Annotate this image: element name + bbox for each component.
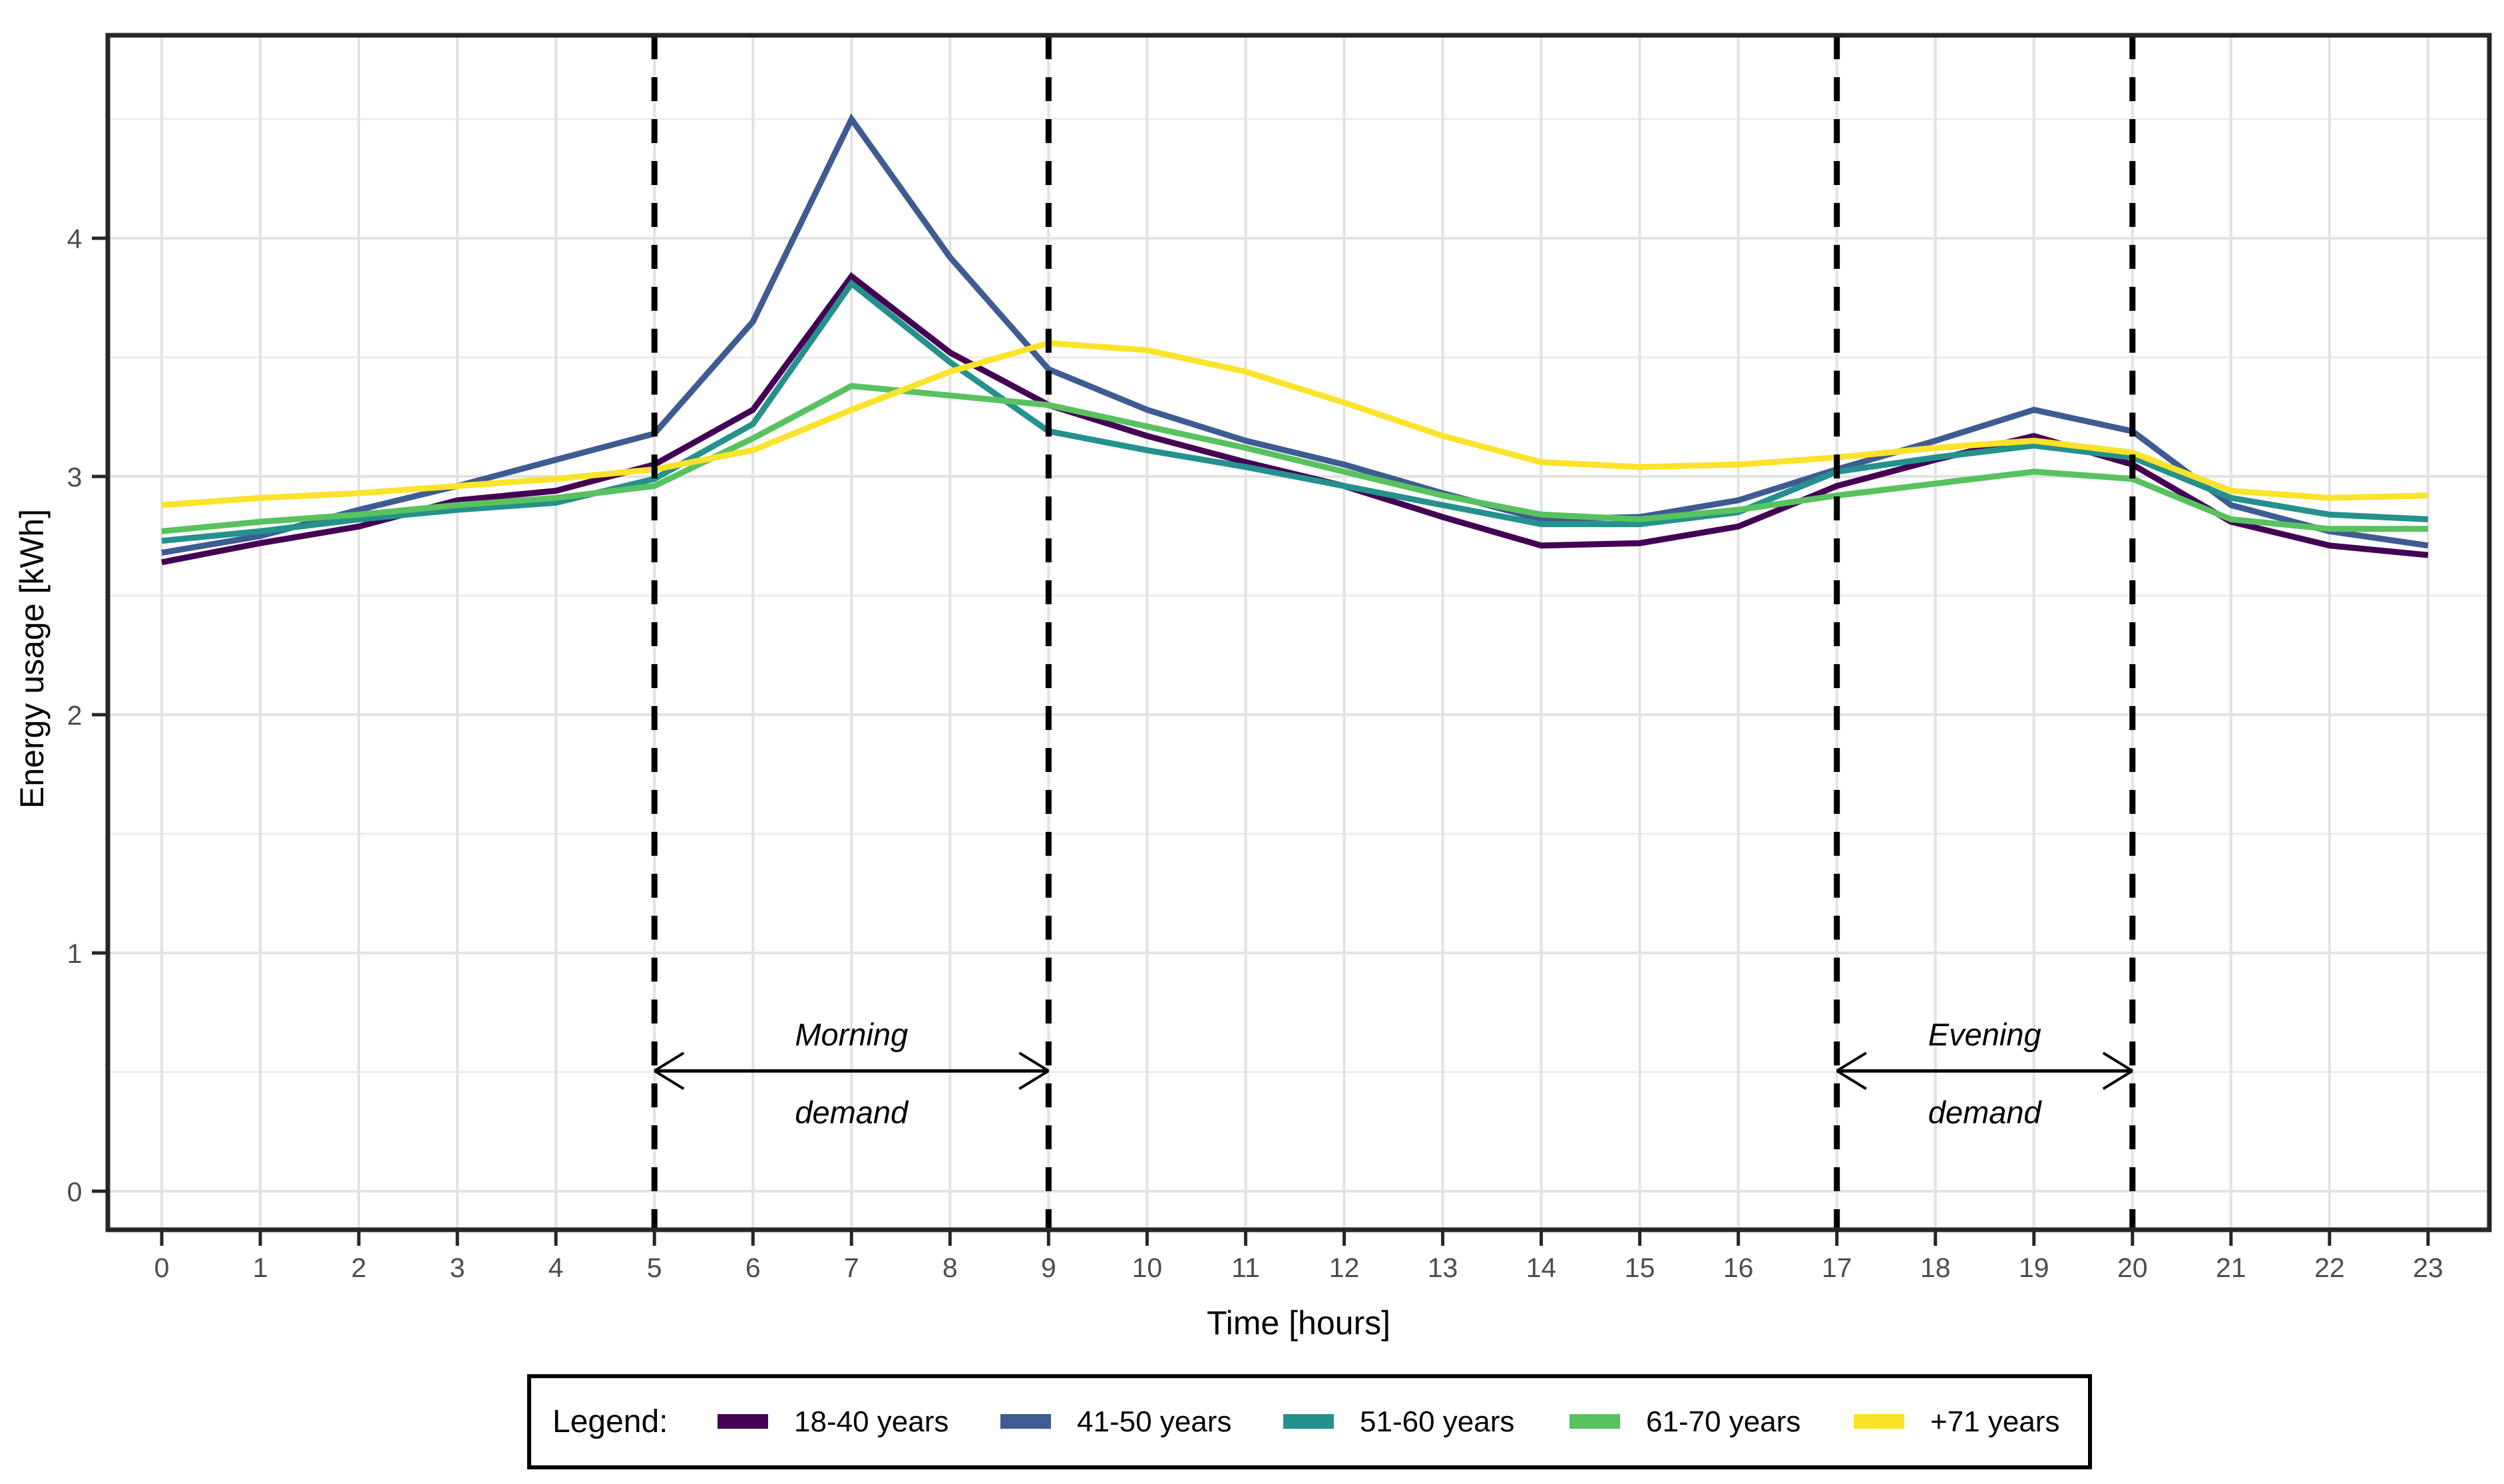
- arrowhead: [1018, 1069, 1050, 1090]
- x-tick-label: 15: [1625, 1252, 1655, 1283]
- series-line-51-60-years: [161, 279, 2429, 544]
- x-tick-label: 2: [351, 1252, 367, 1283]
- x-tick-label: 19: [2019, 1252, 2049, 1283]
- y-tick-label: 3: [67, 462, 83, 492]
- x-tick-label: 9: [1041, 1252, 1056, 1283]
- demand-annotations: Morning demand Evening demand: [654, 1017, 2133, 1130]
- morning-demand-label-line2: demand: [795, 1095, 909, 1130]
- evening-demand-label-line1: Evening: [1928, 1017, 2041, 1052]
- legend: Legend: 18-40 years 41-50 years 51-60 year…: [527, 1374, 2092, 1469]
- y-axis-title: Energy usage [kWh]: [13, 509, 51, 809]
- x-tick-label: 16: [1723, 1252, 1754, 1283]
- legend-swatch--71-years: [1854, 1414, 1904, 1429]
- evening-demand-label-line2: demand: [1928, 1095, 2043, 1130]
- x-tick-label: 6: [745, 1252, 761, 1283]
- legend-label-18-40-years: 18-40 years: [794, 1405, 948, 1438]
- arrowhead: [654, 1069, 685, 1090]
- legend-swatch-18-40-years: [718, 1414, 768, 1429]
- legend-entries: 18-40 years 41-50 years 51-60 years 61-70 y…: [718, 1405, 2059, 1438]
- x-tick-label: 23: [2413, 1252, 2443, 1283]
- x-tick-label: 7: [844, 1252, 859, 1283]
- y-tick-label: 4: [67, 224, 83, 254]
- legend-title: Legend:: [552, 1404, 668, 1439]
- x-tick-label: 21: [2216, 1252, 2246, 1283]
- x-tick-label: 0: [154, 1252, 170, 1283]
- x-axis-title: Time [hours]: [1207, 1304, 1390, 1342]
- legend-label--71-years: +71 years: [1930, 1405, 2059, 1438]
- x-tick-label: 13: [1428, 1252, 1458, 1283]
- x-tick-label: 20: [2117, 1252, 2148, 1283]
- legend-label-61-70-years: 61-70 years: [1646, 1405, 1800, 1438]
- series-lines: [161, 113, 2429, 566]
- x-tick-label: 14: [1526, 1252, 1557, 1283]
- plot-panel-border: [105, 33, 2492, 1232]
- x-tick-label: 10: [1132, 1252, 1163, 1283]
- series-line--71-years: [161, 339, 2429, 508]
- x-tick-label: 17: [1822, 1252, 1852, 1283]
- x-tick-label: 1: [253, 1252, 268, 1283]
- legend-label-51-60-years: 51-60 years: [1360, 1405, 1514, 1438]
- arrowhead: [2102, 1069, 2133, 1090]
- y-tick-label: 1: [67, 938, 83, 969]
- x-tick-label: 18: [1920, 1252, 1951, 1283]
- arrowhead: [1836, 1051, 1867, 1072]
- y-tick-label: 2: [67, 700, 83, 731]
- x-tick-label: 12: [1329, 1252, 1360, 1283]
- x-tick-label: 8: [942, 1252, 958, 1283]
- legend-label-41-50-years: 41-50 years: [1077, 1405, 1231, 1438]
- x-tick-label: 4: [548, 1252, 564, 1283]
- demand-window-dashed-lines: [651, 35, 2136, 1230]
- y-tick-label: 0: [67, 1177, 83, 1207]
- x-tick-label: 3: [450, 1252, 465, 1283]
- arrowhead: [2102, 1051, 2133, 1072]
- series-line-61-70-years: [161, 383, 2428, 534]
- morning-demand-label-line1: Morning: [795, 1017, 908, 1052]
- legend-swatch-41-50-years: [1000, 1414, 1051, 1429]
- legend-swatch-51-60-years: [1283, 1414, 1334, 1429]
- x-tick-label: 22: [2314, 1252, 2345, 1283]
- x-tick-label: 5: [647, 1252, 662, 1283]
- series-line-41-50-years: [161, 113, 2429, 556]
- arrowhead: [1836, 1069, 1867, 1090]
- legend-swatch-61-70-years: [1569, 1414, 1620, 1429]
- arrowhead: [654, 1051, 685, 1072]
- gridlines-major: [108, 35, 2489, 1230]
- axis-tick-marks: [92, 236, 2430, 1246]
- arrowhead: [1018, 1051, 1050, 1072]
- x-tick-label: 11: [1231, 1252, 1260, 1283]
